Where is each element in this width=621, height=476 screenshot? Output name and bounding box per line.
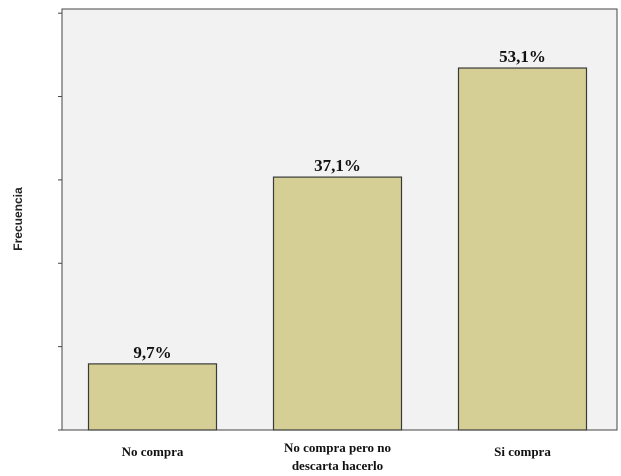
- bar: [87, 363, 218, 431]
- category-labels: No compra No compra pero no descarta hacer…: [122, 440, 552, 473]
- data-label: 53,1%: [499, 47, 546, 66]
- bar: [272, 176, 403, 431]
- data-label: 37,1%: [314, 156, 361, 175]
- category-label: descarta hacerlo: [292, 458, 383, 473]
- bars: [87, 67, 588, 431]
- category-label: No compra pero no: [284, 440, 391, 455]
- data-labels: 9,7% 37,1% 53,1%: [133, 47, 546, 362]
- bar: [457, 67, 588, 431]
- y-axis-ticks: [58, 12, 62, 431]
- data-label: 9,7%: [133, 343, 171, 362]
- category-label: No compra: [122, 444, 184, 459]
- y-axis-label: Frecuencia: [11, 187, 25, 251]
- category-label: Si compra: [494, 444, 551, 459]
